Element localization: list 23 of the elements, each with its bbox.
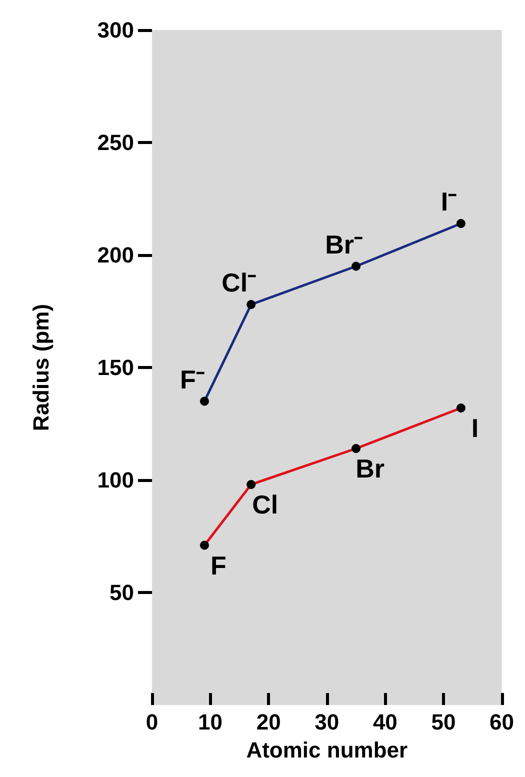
x-tick-label: 20 — [256, 710, 281, 734]
annotation: I⁻ — [440, 186, 458, 216]
annotation: F — [210, 550, 226, 580]
annotation: Br — [356, 454, 384, 484]
y-tick-label: 100 — [97, 468, 134, 492]
y-tick-label: 150 — [97, 355, 134, 380]
annotation: Br⁻ — [325, 229, 363, 260]
x-tick-label: 30 — [314, 710, 340, 734]
y-tick-label: 300 — [97, 18, 134, 42]
y-tick-label: 250 — [97, 130, 134, 155]
x-tick-label: 0 — [146, 710, 158, 734]
y-tick-label: 200 — [97, 242, 134, 268]
annotation: F⁻ — [180, 364, 205, 394]
x-tick-label: 60 — [490, 710, 514, 734]
annotation: I — [471, 413, 479, 443]
x-tick-label: 10 — [198, 710, 223, 734]
y-tick-label: 50 — [110, 580, 134, 605]
y-axis-title: Radius (pm) — [28, 304, 54, 432]
annotation: Cl⁻ — [222, 268, 257, 298]
x-axis-title: Atomic number — [246, 738, 408, 762]
annotation: Cl — [252, 490, 278, 520]
x-tick-label: 50 — [431, 710, 456, 734]
x-tick-label: 40 — [372, 710, 398, 734]
